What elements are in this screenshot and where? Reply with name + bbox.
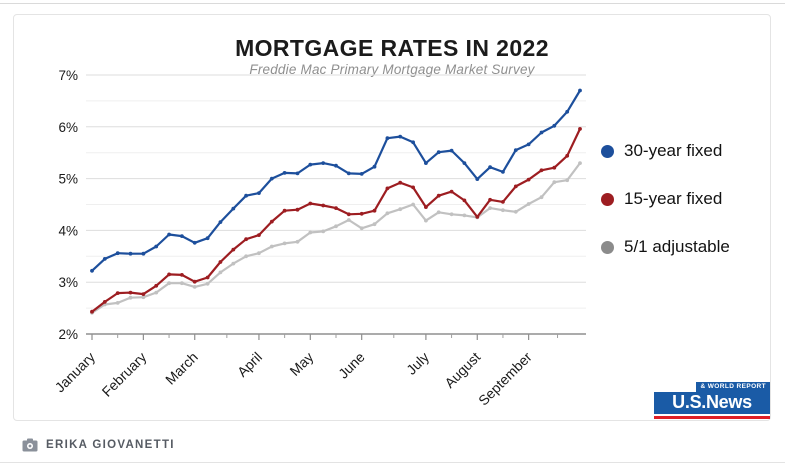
top-divider <box>0 3 785 4</box>
chart-title: MORTGAGE RATES IN 2022 <box>235 35 549 61</box>
x-axis-label: September <box>475 349 535 409</box>
x-axis-label: April <box>234 349 265 380</box>
byline: ERIKA GIOVANETTI <box>22 438 175 452</box>
y-axis-label: 6% <box>58 120 78 135</box>
series-15-year-fixed <box>90 127 582 314</box>
usnews-red-bar <box>654 415 770 419</box>
bottom-divider <box>0 462 785 463</box>
legend-dot <box>601 144 614 158</box>
byline-text: ERIKA GIOVANETTI <box>46 439 175 451</box>
x-axis-label: June <box>335 349 368 382</box>
usnews-wordmark: U.S.News <box>654 392 770 414</box>
usnews-logo: & WORLD REPORT U.S.News <box>654 382 770 419</box>
y-axis-label: 2% <box>58 327 78 342</box>
y-axis-label: 3% <box>58 275 78 290</box>
chart-card: MORTGAGE RATES IN 2022 Freddie Mac Prima… <box>13 14 771 421</box>
chart-legend: 30-year fixed 15-year fixed 5/1 adjustable <box>601 141 730 286</box>
legend-dot <box>601 192 614 206</box>
x-axis-label: August <box>441 349 483 391</box>
legend-item-5-1-adjustable: 5/1 adjustable <box>601 237 730 256</box>
x-axis-label: May <box>286 349 316 379</box>
x-axis-label: February <box>99 349 150 400</box>
x-axis-label: January <box>52 349 99 396</box>
chart-subtitle: Freddie Mac Primary Mortgage Market Surv… <box>249 62 535 77</box>
legend-label: 5/1 adjustable <box>624 237 730 256</box>
legend-item-15-year-fixed: 15-year fixed <box>601 189 730 208</box>
legend-dot <box>601 240 614 254</box>
y-axis-label: 5% <box>58 172 78 187</box>
y-axis-label: 4% <box>58 223 78 238</box>
line-chart: 2% 3% 4% 5% 6% 7% January February March April May… <box>52 68 586 409</box>
legend-label: 30-year fixed <box>624 141 723 160</box>
series-5-1-adjustable <box>90 161 582 315</box>
camera-icon <box>22 438 38 452</box>
x-axis-label: March <box>162 349 201 388</box>
y-axis-label: 7% <box>58 68 78 83</box>
legend-label: 15-year fixed <box>624 189 723 208</box>
usnews-world-report-label: & WORLD REPORT <box>696 382 770 392</box>
legend-item-30-year-fixed: 30-year fixed <box>601 141 730 160</box>
series-30-year-fixed <box>90 88 582 273</box>
x-axis-label: July <box>403 349 432 378</box>
